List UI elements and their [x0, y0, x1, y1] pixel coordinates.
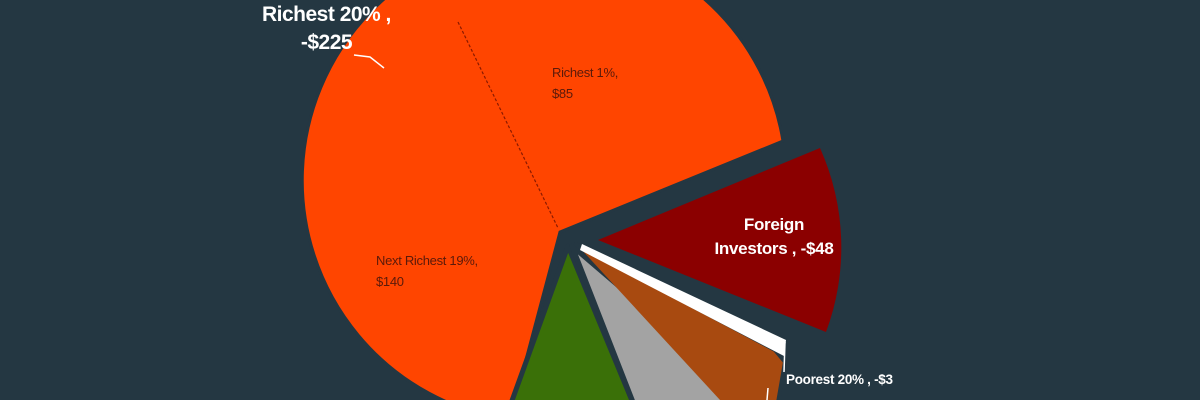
label-next-richest-19-line1: Next Richest 19%, [376, 253, 478, 268]
label-foreign-line2: Investors , -$48 [714, 239, 834, 259]
label-richest-1-line2: $85 [552, 86, 573, 102]
label-richest-1-line1: Richest 1%, [552, 65, 619, 80]
label-richest-20-line2: -$225 [300, 31, 353, 55]
leader-line-brown [766, 387, 769, 400]
label-richest-20-line1: Richest 20% , [262, 3, 391, 26]
leader-line-richest-20 [353, 54, 385, 69]
slice-divider-dashed [457, 21, 559, 229]
label-poorest-20: Poorest 20% , -$3 [786, 372, 893, 387]
slice-brown-fill [580, 248, 770, 400]
label-foreign-investors: Foreign Investors , -$48 [710, 214, 838, 260]
label-richest-20: Richest 20% , -$225 [262, 2, 391, 57]
leader-line-poorest-20 [783, 341, 786, 373]
slice-poorest-20 [580, 244, 786, 356]
slice-foreign-investors [598, 148, 842, 332]
slice-richest-20 [300, 0, 785, 400]
label-foreign-line1: Foreign [743, 215, 805, 234]
label-next-richest-19: Next Richest 19%, $140 [376, 253, 478, 291]
label-richest-1: Richest 1%, $85 [552, 65, 618, 103]
label-next-richest-19-line2: $140 [376, 274, 404, 290]
